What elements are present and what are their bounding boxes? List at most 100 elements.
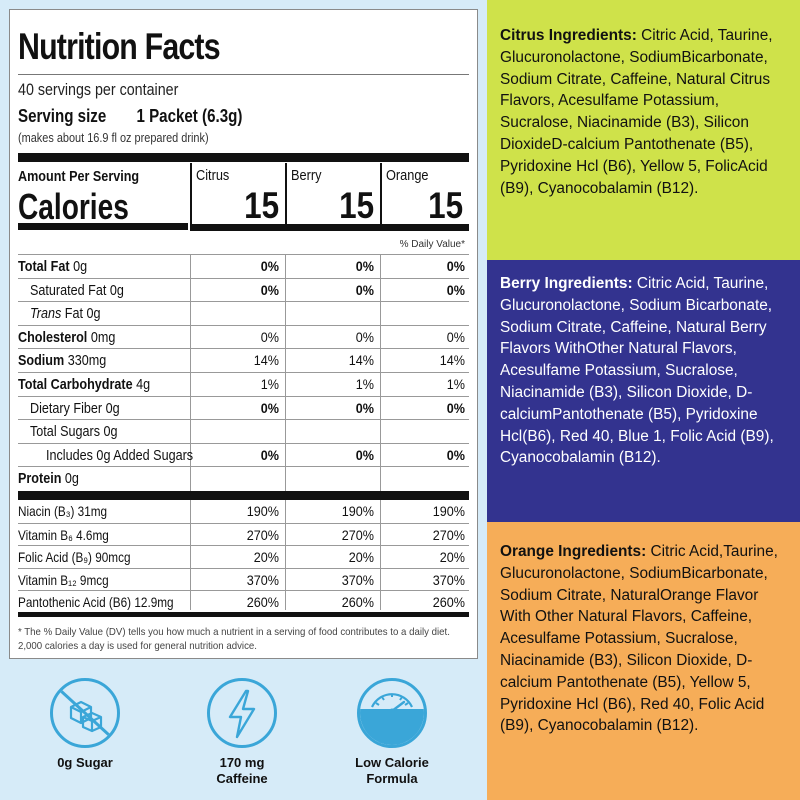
citrus-ingredients-list: Citric Acid, Taurine, Glucuronolactone, … [500, 27, 773, 197]
nutrient-amount: 330mg [64, 352, 107, 370]
column-citrus: Citrus 15 [190, 163, 285, 231]
vitamin-label: Folic Acid (B₉) 90mcg [18, 549, 131, 565]
nutrient-row: Cholesterol 0mg 0% 0% 0% [18, 324, 469, 348]
nutrient-label: Total Carbohydrate 4g [18, 376, 150, 393]
column-calories: 15 [339, 185, 374, 226]
daily-value-cell: 270% [246, 526, 279, 543]
gauge-low-icon [357, 678, 427, 748]
orange-ingredients-text: Orange Ingredients: Citric Acid,Taurine,… [500, 541, 788, 737]
vitamin-row: Pantothenic Acid (B6) 12.9mg 260% 260% 260% [18, 590, 469, 613]
serving-size-label: Serving size [18, 106, 107, 126]
berry-ingredients-text: Berry Ingredients: Citric Acid, Taurine,… [500, 273, 788, 469]
nutrient-label: Cholesterol 0mg [18, 329, 115, 346]
daily-value-cell: 0% [260, 446, 279, 463]
nutrient-name: Total Carbohydrate [18, 376, 133, 393]
daily-value-cell: 0% [260, 281, 279, 298]
daily-value-cell: 0% [446, 446, 465, 463]
feature-caption: 170 mg Caffeine [216, 755, 268, 786]
daily-value-cell: 0% [355, 328, 374, 345]
prepared-drink-note: (makes about 16.9 fl oz prepared drink) [18, 130, 209, 145]
daily-value-cell: 20% [253, 549, 279, 565]
daily-value-cell: 14% [439, 352, 465, 369]
nutrient-label: Trans Fat 0g [30, 305, 101, 322]
nutrient-row: Total Fat 0g 0% 0% 0% [18, 254, 469, 277]
daily-value-cell: 190% [246, 503, 279, 519]
feature-sugar: 0g Sugar [15, 678, 155, 771]
vitamin-label: Pantothenic Acid (B6) 12.9mg [18, 594, 174, 610]
nutrient-row: Protein 0g [18, 466, 469, 489]
column-name: Citrus [196, 167, 230, 184]
daily-value-cell: 0% [446, 258, 465, 274]
vitamin-row: Niacin (B₃) 31mg 190% 190% 190% [18, 500, 469, 523]
nutrient-label: Includes 0g Added Sugars [46, 447, 193, 464]
daily-value-cell: 0% [355, 258, 374, 274]
nutrient-label: Total Sugars 0g [30, 423, 118, 440]
serving-size: Serving size 1 Packet (6.3g) [18, 106, 242, 127]
vitamin-row: Vitamin B₁₂ 9mcg 370% 370% 370% [18, 567, 469, 591]
citrus-ingredients-panel: Citrus Ingredients: Citric Acid, Taurine… [487, 0, 800, 260]
divider-medium [18, 612, 469, 617]
daily-value-cell: 370% [341, 571, 374, 588]
feature-low-calorie: Low Calorie Formula [322, 678, 462, 787]
orange-ingredients-list: Citric Acid,Taurine, Glucuronolactone, S… [500, 543, 778, 735]
feature-caffeine: 170 mg Caffeine [172, 678, 312, 787]
column-berry: Berry 15 [285, 163, 380, 231]
column-calories: 15 [428, 185, 463, 226]
vitamin-row: Vitamin B₆ 4.6mg 270% 270% 270% [18, 522, 469, 546]
column-separator [190, 254, 191, 494]
serving-size-value: 1 Packet (6.3g) [136, 106, 243, 126]
daily-value-cell: 370% [246, 571, 279, 588]
daily-value-cell: 370% [432, 571, 465, 588]
nutrient-row: Total Carbohydrate 4g 1% 1% 1% [18, 372, 469, 395]
amount-per-serving: Amount Per Serving [18, 168, 140, 185]
daily-value-cell: 1% [446, 376, 465, 392]
nutrient-label: Saturated Fat 0g [30, 282, 124, 299]
column-separator [285, 500, 286, 610]
daily-value-cell: 0% [355, 281, 374, 298]
nutrient-row: Includes 0g Added Sugars 0% 0% 0% [18, 442, 469, 466]
daily-value-cell: 0% [446, 399, 465, 416]
berry-ingredients-heading: Berry Ingredients: [500, 275, 633, 292]
nutrient-amount: Total Sugars 0g [30, 423, 118, 441]
nutrient-label: Sodium 330mg [18, 352, 106, 369]
column-separator [380, 254, 381, 494]
daily-value-cell: 260% [246, 594, 279, 610]
sugar-cubes-crossed-icon [50, 678, 120, 748]
daily-value-header: % Daily Value* [399, 239, 465, 250]
daily-value-cell: 0% [260, 328, 279, 345]
berry-ingredients-list: Citric Acid, Taurine, Glucuronolactone, … [500, 275, 774, 467]
feature-caption: Low Calorie Formula [355, 755, 429, 786]
servings-per-container: 40 servings per container [18, 80, 179, 99]
daily-value-cell: 20% [439, 549, 465, 565]
citrus-ingredients-text: Citrus Ingredients: Citric Acid, Taurine… [500, 25, 788, 199]
daily-value-cell: 0% [446, 281, 465, 298]
daily-value-cell: 14% [253, 352, 279, 369]
daily-value-cell: 0% [446, 328, 465, 345]
calories-label: Calories [18, 186, 129, 227]
daily-value-cell: 0% [260, 258, 279, 274]
nutrient-label: Dietary Fiber 0g [30, 400, 120, 417]
nutrient-name: Protein [18, 470, 62, 488]
nutrient-label: Protein 0g [18, 470, 79, 487]
nutrient-row: Trans Fat 0g [18, 301, 469, 324]
vitamin-label: Vitamin B₆ 4.6mg [18, 526, 109, 543]
vitamin-row: Folic Acid (B₉) 90mcg 20% 20% 20% [18, 545, 469, 568]
column-name: Berry [291, 167, 322, 184]
daily-value-cell: 260% [341, 594, 374, 610]
daily-value-cell: 0% [260, 399, 279, 416]
daily-value-cell: 0% [355, 446, 374, 463]
column-separator [380, 500, 381, 610]
nutrient-amount: Trans Fat 0g [30, 305, 101, 323]
daily-value-cell: 1% [260, 376, 279, 392]
daily-value-cell: 270% [341, 526, 374, 543]
feature-caption: 0g Sugar [57, 755, 113, 770]
vitamin-label: Niacin (B₃) 31mg [18, 503, 108, 519]
column-name: Orange [386, 167, 429, 184]
divider [18, 74, 469, 75]
nutrient-name: Total Fat [18, 258, 70, 275]
nutrient-label: Total Fat 0g [18, 258, 87, 275]
daily-value-cell: 190% [341, 503, 374, 519]
daily-value-cell: 190% [432, 503, 465, 519]
daily-value-cell: 270% [432, 526, 465, 543]
vitamin-label: Vitamin B₁₂ 9mcg [18, 571, 109, 588]
